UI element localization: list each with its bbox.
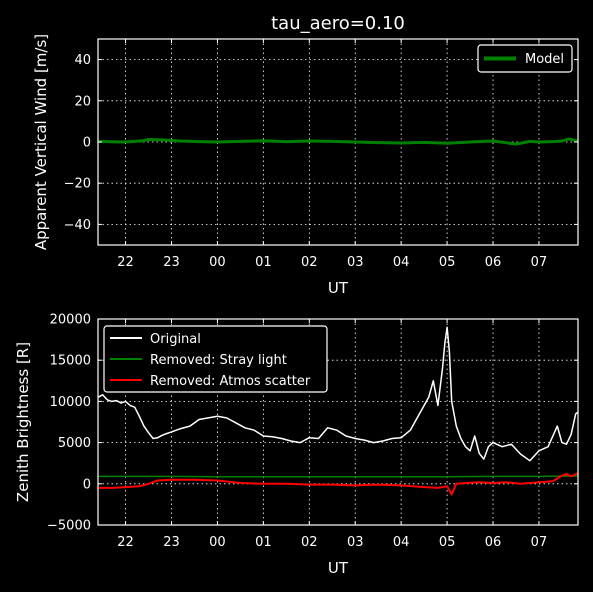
legend-label-atmos-scatter: Removed: Atmos scatter [150,374,311,389]
x-tick-label: 03 [347,535,364,550]
y-tick-label: 10000 [50,395,91,410]
brightness-chart-frame [97,318,579,526]
brightness-chart-series-area [97,326,579,496]
series-line-removed-stray-light [98,475,579,478]
brightness-chart-ylabel: Zenith Brightness [R] [14,342,32,502]
x-tick-label: 04 [393,255,410,270]
x-tick-label: 23 [163,535,180,550]
x-tick-label: 00 [209,255,226,270]
x-tick-label: 06 [485,255,502,270]
x-tick-label: 02 [301,255,318,270]
x-tick-label: 04 [393,535,410,550]
brightness-legend-box [103,325,328,393]
brightness-chart-y-ticks: −5000 0 5000 10000 15000 20000 [47,313,578,534]
x-tick-label: 07 [531,255,548,270]
y-tick-label: −40 [64,218,91,233]
y-tick-label: 0 [83,477,91,492]
wind-chart-xlabel: UT [328,279,349,297]
legend-label-stray-light: Removed: Stray light [150,353,287,368]
x-tick-label: 00 [209,535,226,550]
y-tick-label: 20000 [50,313,91,328]
x-tick-label: 22 [117,255,134,270]
wind-chart-title: tau_aero=0.10 [271,13,405,34]
wind-chart-ylabel: Apparent Vertical Wind [m/s] [32,34,50,250]
brightness-chart-x-ticks: 22 23 00 01 02 03 04 05 06 07 [117,319,547,550]
wind-chart-series-area [97,137,579,146]
x-tick-label: 23 [163,255,180,270]
wind-chart: tau_aero=0.10 22 23 00 01 02 03 04 05 06 07 −40 −2… [32,13,579,297]
x-tick-label: 07 [531,535,548,550]
y-tick-label: 5000 [58,436,91,451]
x-tick-label: 22 [117,535,134,550]
x-tick-label: 02 [301,535,318,550]
wind-legend-box [477,44,573,73]
x-tick-label: 01 [255,535,272,550]
y-tick-label: 0 [83,136,91,151]
brightness-chart: 22 23 00 01 02 03 04 05 06 07 −5000 0 5000 10000 1500… [14,313,579,577]
y-tick-label: −5000 [47,519,91,534]
x-tick-label: 06 [485,535,502,550]
wind-chart-x-ticks: 22 23 00 01 02 03 04 05 06 07 [117,39,547,270]
wind-chart-legend: Model [477,44,573,73]
x-tick-label: 05 [439,255,456,270]
wind-legend-label-model: Model [525,52,564,67]
series-line-original [97,326,579,462]
y-tick-label: −20 [64,177,91,192]
x-tick-label: 03 [347,255,364,270]
x-tick-label: 01 [255,255,272,270]
series-line-removed-atmos-scatter [98,472,579,496]
brightness-chart-legend: Original Removed: Stray light Removed: A… [103,325,328,393]
series-line-model [97,137,579,146]
y-tick-label: 20 [74,94,91,109]
wind-chart-y-ticks: −40 −20 0 20 40 [64,53,578,233]
x-tick-label: 05 [439,535,456,550]
brightness-chart-xlabel: UT [328,559,349,577]
y-tick-label: 15000 [50,354,91,369]
y-tick-label: 40 [74,53,91,68]
legend-label-original: Original [150,332,201,347]
